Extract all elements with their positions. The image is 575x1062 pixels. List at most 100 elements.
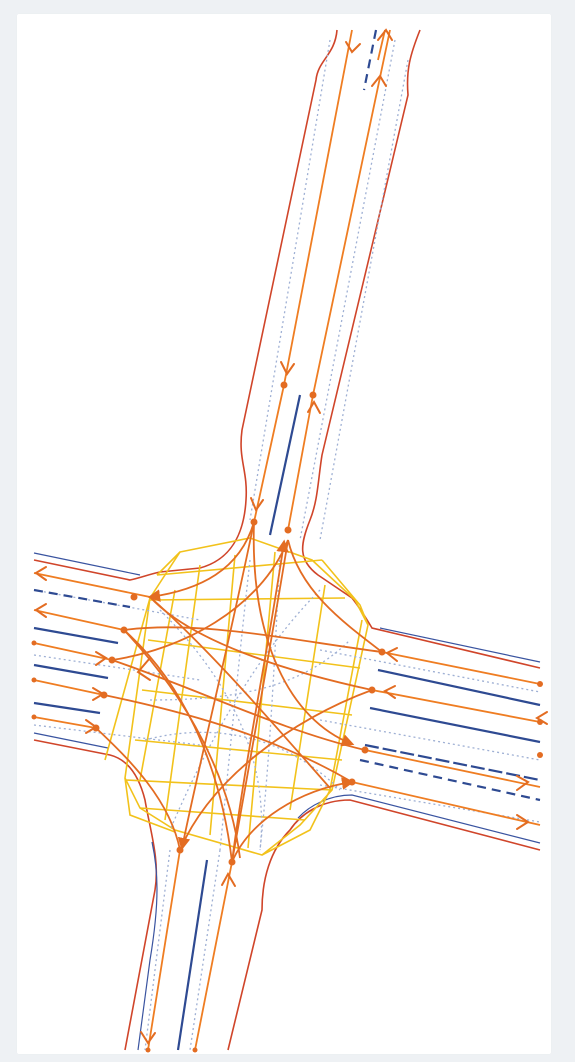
junction-inner-grid-1 — [164, 564, 201, 821]
arrow-east-out-1 — [516, 775, 530, 791]
guide-cross-3 — [149, 639, 351, 701]
conn-west-to-east — [111, 659, 366, 751]
east-arm-lower-edge — [227, 799, 541, 1051]
lane-nodes — [31, 381, 543, 1053]
junction-corner-nw — [156, 551, 181, 576]
arrow-south-in — [221, 871, 236, 887]
arrow-north-out-mid — [371, 74, 387, 87]
guide-east-1 — [319, 649, 541, 693]
arrow-north-in-low — [250, 497, 264, 513]
south-lane-in — [194, 861, 233, 1051]
junction-corner-ne — [321, 559, 369, 626]
junction-corner-se — [261, 789, 331, 856]
guide-north-2 — [299, 39, 396, 541]
conn-west-to-north — [111, 539, 289, 661]
junction-corner-sw — [124, 777, 176, 833]
arrow-west-out-1 — [34, 566, 47, 581]
node-south-edge-2 — [192, 1047, 198, 1053]
road-edges — [33, 29, 541, 1051]
node-west-1 — [130, 593, 138, 601]
node-north-4 — [284, 526, 292, 534]
arrow-north-out-low — [307, 399, 321, 414]
east-divider-3 — [364, 743, 541, 782]
east-lane-in-1 — [381, 651, 541, 685]
north-lane-out-2 — [377, 29, 386, 61]
west-arm-lower-edge-inner — [33, 732, 158, 1051]
lane-centerlines — [33, 29, 541, 1051]
node-west-3 — [108, 656, 116, 664]
conn-west-straight-2 — [103, 694, 353, 783]
guide-cross-5 — [219, 559, 251, 851]
node-north-2 — [309, 391, 317, 399]
arrow-east-in-3 — [535, 711, 548, 725]
crosswalk-west-outer — [104, 597, 151, 761]
guide-south-2 — [189, 849, 221, 1051]
west-lane-out-1 — [33, 572, 151, 598]
crosswalk-west-inner — [139, 589, 176, 781]
east-divider-1 — [377, 668, 541, 707]
conn-south-to-east — [231, 777, 355, 863]
guide-east-3 — [319, 784, 541, 823]
node-north-3 — [250, 518, 258, 526]
guide-east-2 — [319, 719, 541, 761]
node-east-edge-3 — [537, 752, 543, 758]
arrow-east-in-1 — [385, 647, 398, 662]
node-east-edge-2 — [537, 719, 543, 725]
crosswalk-north — [156, 559, 323, 576]
conn-diagonal-2 — [123, 629, 241, 859]
east-lane-in-2 — [371, 689, 541, 723]
conn-north-to-south — [177, 521, 255, 851]
conn-south-to-north — [231, 539, 289, 863]
guide-west-1 — [33, 589, 201, 621]
arrow-west-out-2 — [34, 603, 47, 618]
node-west-edge-2 — [31, 677, 37, 683]
north-divider-dashed — [362, 29, 378, 91]
conn-east-to-west — [123, 626, 383, 653]
east-arm-upper-edge-inner — [379, 627, 541, 663]
conn-east-to-north — [287, 539, 383, 653]
node-south-1 — [176, 846, 184, 854]
map-canvas — [17, 14, 551, 1054]
node-south-edge-1 — [145, 1047, 151, 1053]
guide-cross-2 — [169, 589, 321, 831]
arrow-south-out — [140, 1031, 156, 1045]
node-east-3 — [361, 746, 369, 754]
guide-north-1 — [249, 39, 331, 521]
dotted-guides — [33, 39, 541, 1051]
north-arm-left-edge — [33, 29, 338, 581]
west-lane-in-3 — [33, 716, 97, 729]
north-arm-right-edge — [301, 29, 541, 669]
west-arm-upper-edge-inner — [33, 552, 141, 576]
lane-dividers — [33, 29, 541, 1051]
arrow-north-in-top — [345, 41, 361, 54]
node-south-2 — [228, 858, 236, 866]
conn-west-to-south — [95, 727, 181, 851]
lane-arrows — [34, 28, 548, 1045]
junction-connectors — [95, 521, 383, 863]
node-east-2 — [368, 686, 376, 694]
arrow-east-out-2 — [516, 814, 530, 830]
junction-outline — [124, 537, 369, 856]
arrow-north-out-top — [377, 28, 393, 41]
arrow-west-in-1 — [95, 651, 108, 666]
node-east-1 — [378, 648, 386, 656]
conn-north-to-south-2 — [231, 539, 289, 863]
arrow-north-in-mid — [280, 361, 295, 376]
west-lane-in-1 — [33, 642, 113, 661]
guide-north-3 — [319, 59, 409, 541]
east-divider-2 — [369, 706, 541, 744]
west-arm-lower-edge — [33, 739, 158, 1051]
junction-inner-grid-4 — [147, 639, 361, 669]
conn-north-to-east — [252, 521, 355, 747]
west-divider-2 — [33, 663, 109, 680]
node-north-1 — [280, 381, 288, 389]
crosswalk-east-inner — [289, 584, 326, 811]
junction-inner-grid-2 — [209, 554, 236, 836]
junction-polygons — [104, 537, 369, 856]
south-divider-solid — [176, 859, 209, 1051]
west-lane-out-2 — [33, 609, 125, 631]
west-lane-in-2 — [33, 679, 105, 696]
guide-south-1 — [144, 849, 171, 1051]
arrow-east-in-2 — [383, 685, 396, 699]
